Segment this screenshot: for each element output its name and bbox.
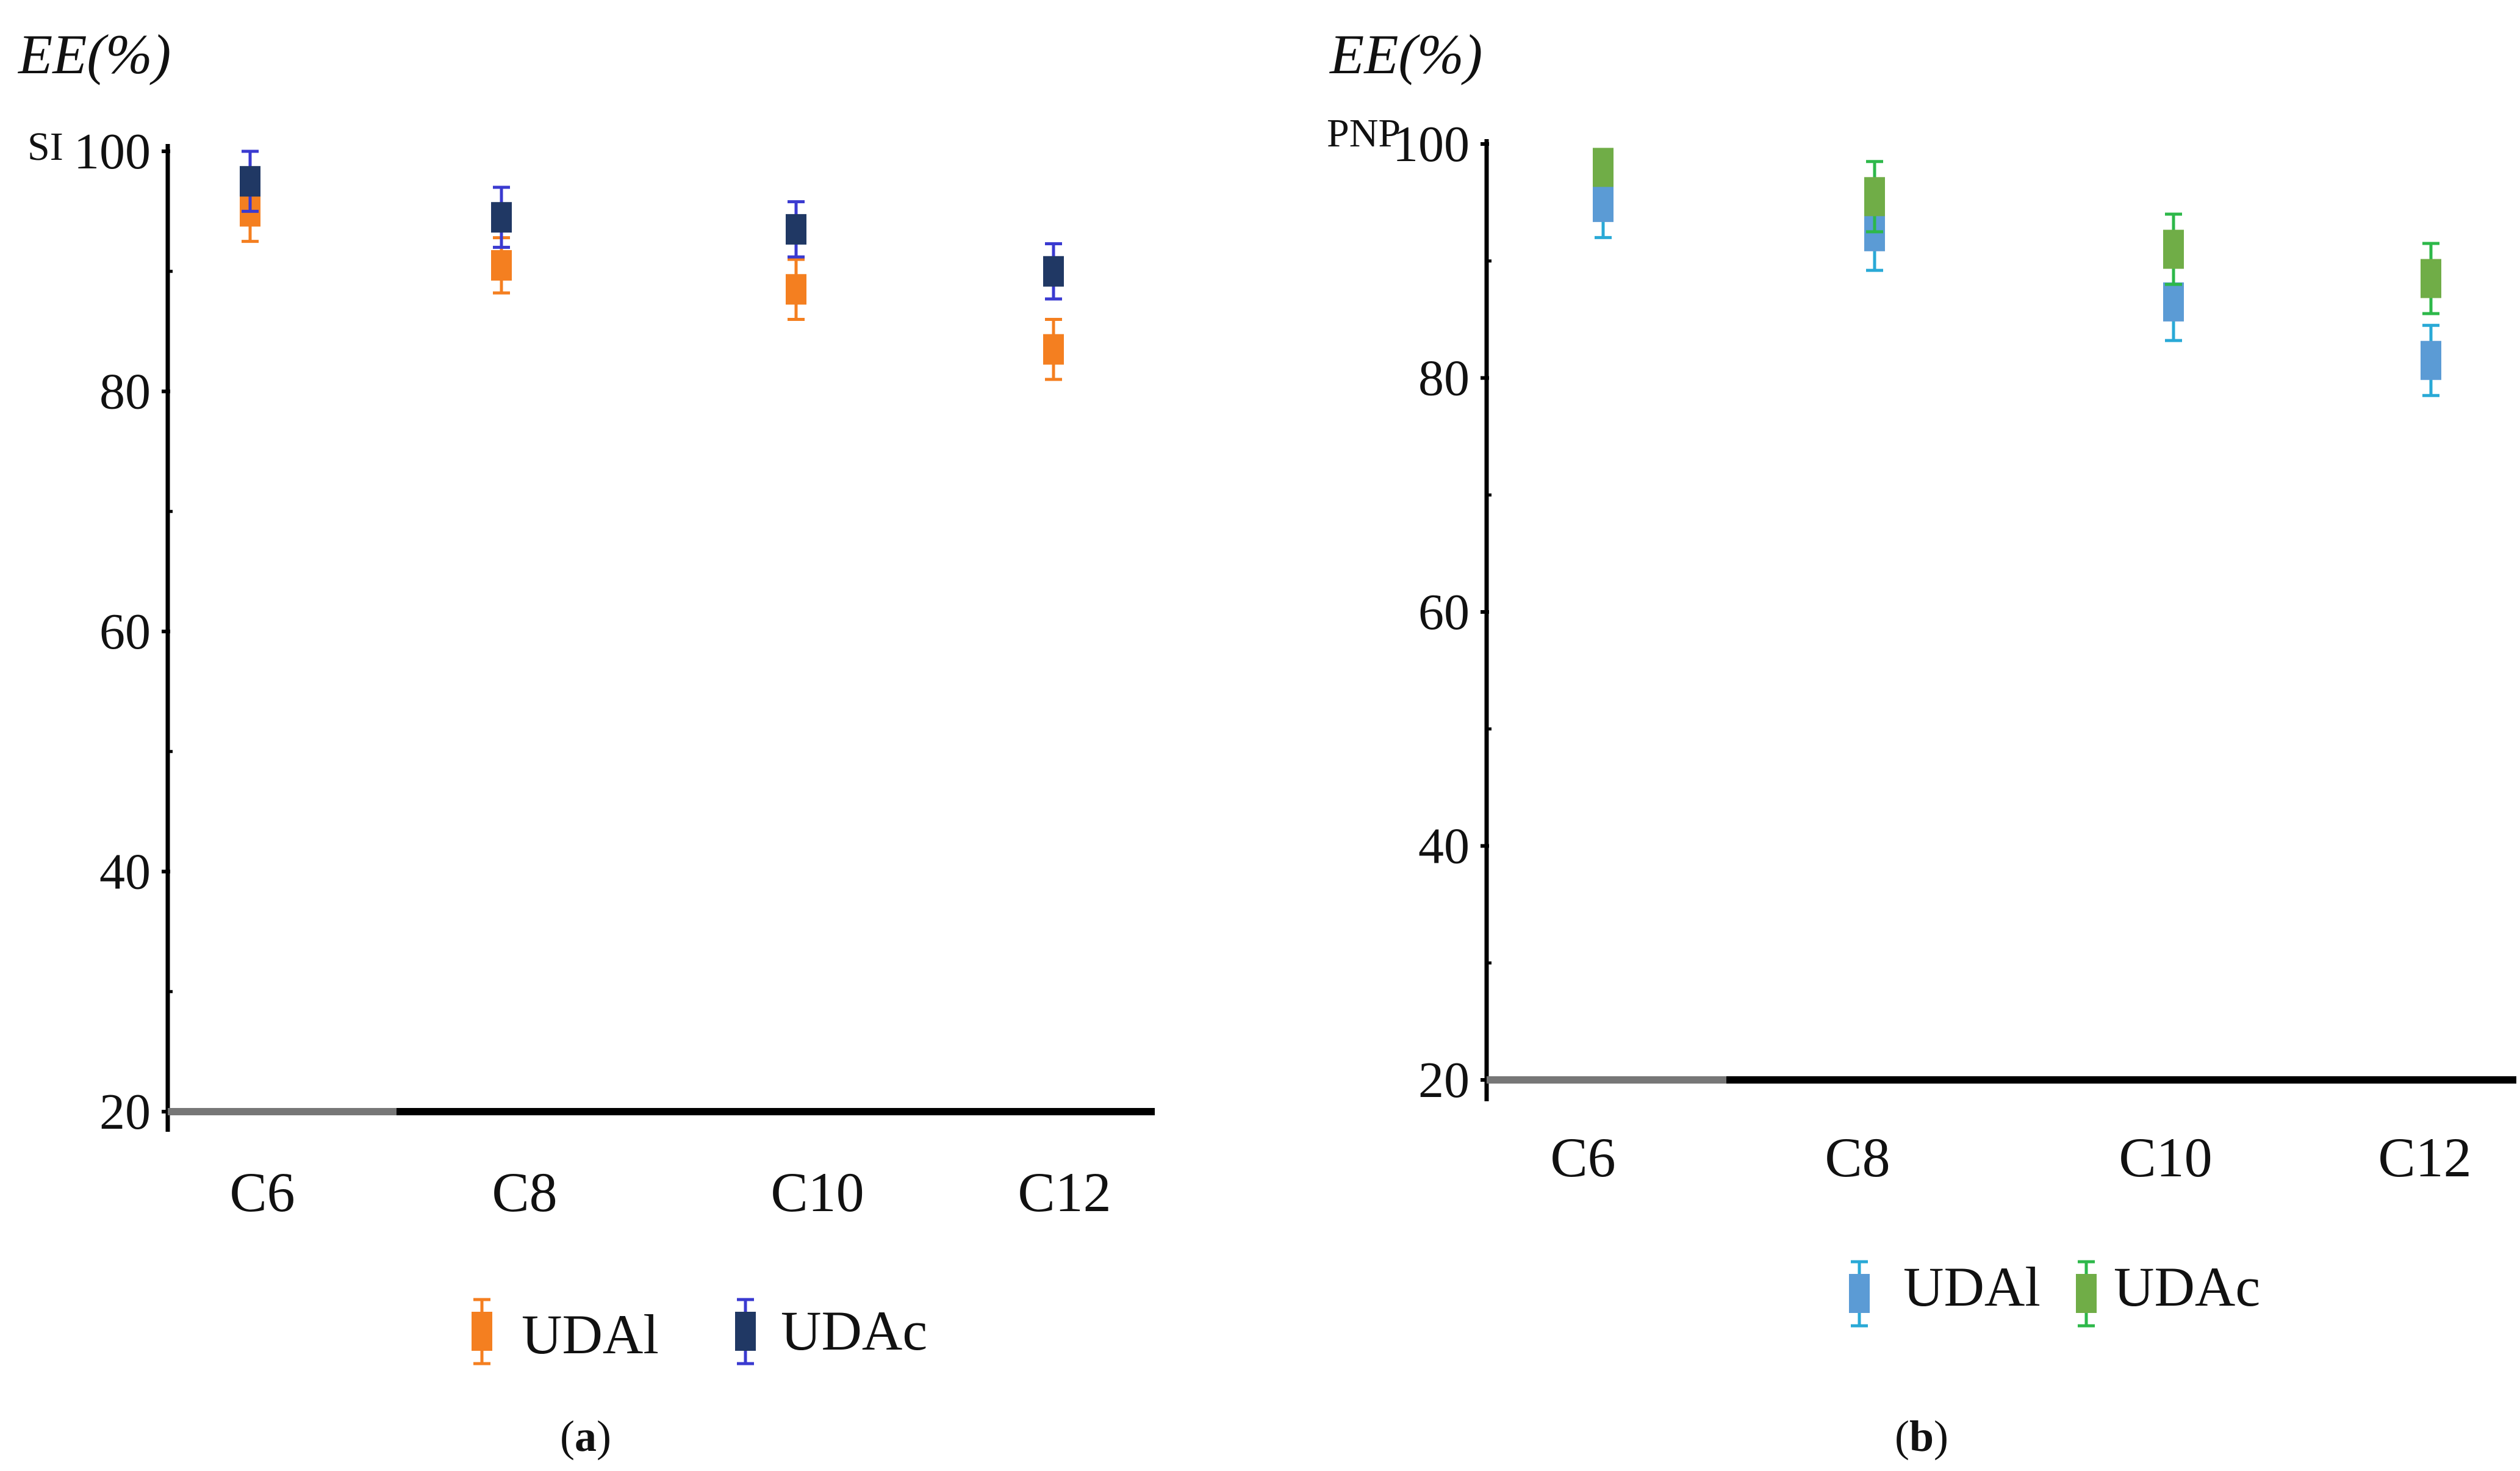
panel-b-x-categories: C6 C8 C10 C12 <box>1550 1126 2471 1189</box>
panel-b-cat-c6: C6 <box>1550 1126 1615 1189</box>
data-marker <box>1593 148 1614 187</box>
y-tick-label: 80 <box>1418 350 1470 407</box>
panel-a: EE(%) SI 20 40 60 80 100 C6 C8 C10 C12 UDAl … <box>17 23 1155 1461</box>
data-point-udal-c10 <box>786 257 806 321</box>
panel-b-label: (b) <box>1895 1412 1948 1461</box>
y-tick-label: 40 <box>1418 818 1470 875</box>
panel-a-legend-udal: UDAl <box>522 1303 659 1365</box>
data-point-udal-c12 <box>2421 323 2441 397</box>
data-marker <box>2421 340 2441 380</box>
data-point-udac-c8 <box>491 185 512 249</box>
data-marker <box>2163 282 2184 322</box>
legend-swatch <box>735 1312 756 1351</box>
panel-a-ylabel: EE(%) <box>17 23 171 85</box>
panel-a-legend: UDAl UDAc <box>472 1298 927 1365</box>
panel-b-points <box>1593 148 2441 397</box>
panel-b-legend-udac-marker <box>2076 1260 2097 1328</box>
data-marker <box>786 274 806 305</box>
panel-b-cat-c8: C8 <box>1825 1126 1890 1189</box>
y-tick-label: 40 <box>99 844 151 901</box>
panel-b: EE(%) PNP 20 40 60 80 100 C6 C8 C10 C12 UDAl… <box>1327 23 2516 1461</box>
data-marker <box>491 202 512 233</box>
data-point-udac-c6 <box>240 149 260 213</box>
panel-b-series-label: PNP <box>1327 111 1401 156</box>
panel-b-cat-c10: C10 <box>2119 1126 2212 1189</box>
data-marker <box>491 250 512 281</box>
data-point-udac-c12 <box>1043 242 1064 301</box>
panel-a-cat-c12: C12 <box>1018 1161 1111 1223</box>
panel-a-cat-c8: C8 <box>492 1161 557 1223</box>
panel-b-ylabel: EE(%) <box>1329 23 1482 85</box>
panel-a-x-categories: C6 C8 C10 C12 <box>229 1161 1111 1223</box>
y-tick-label: 80 <box>99 364 151 420</box>
panel-a-legend-udal-marker <box>472 1298 492 1365</box>
panel-b-legend-udal-marker <box>1849 1260 1870 1328</box>
y-tick-label: 100 <box>74 123 151 180</box>
data-point-udal-c12 <box>1043 317 1064 381</box>
panel-b-y-ticks: 20 40 60 80 100 <box>1393 116 1492 1109</box>
panel-a-cat-c6: C6 <box>229 1161 295 1223</box>
data-marker <box>2163 229 2184 269</box>
data-point-udac-c8 <box>1864 160 1885 234</box>
y-tick-label: 60 <box>99 603 151 660</box>
data-point-udac-c12 <box>2421 242 2441 315</box>
y-tick-label: 100 <box>1393 116 1470 173</box>
data-marker <box>786 214 806 245</box>
panel-a-label: (a) <box>560 1412 611 1461</box>
y-tick-label: 60 <box>1418 584 1470 641</box>
data-marker <box>240 166 260 197</box>
legend-swatch <box>1849 1274 1870 1313</box>
panel-a-legend-udac: UDAc <box>781 1300 927 1362</box>
panel-b-cat-c12: C12 <box>2378 1126 2471 1189</box>
data-marker <box>1043 256 1064 287</box>
data-point-udac-c10 <box>2163 212 2184 286</box>
panel-a-cat-c10: C10 <box>770 1161 864 1223</box>
data-marker <box>1593 182 1614 222</box>
data-point-udac-c6 <box>1593 148 1614 187</box>
data-marker <box>1864 177 1885 217</box>
panel-b-legend-udac: UDAc <box>2114 1256 2260 1318</box>
panel-a-points <box>240 149 1064 381</box>
legend-swatch <box>2076 1274 2097 1313</box>
data-point-udac-c10 <box>786 200 806 259</box>
legend-swatch <box>472 1312 492 1351</box>
panel-a-y-ticks: 20 40 60 80 100 <box>74 123 173 1140</box>
y-tick-label: 20 <box>99 1084 151 1140</box>
y-tick-label: 20 <box>1418 1052 1470 1109</box>
panel-a-legend-udac-marker <box>735 1298 756 1365</box>
panel-a-series-label: SI <box>27 124 63 169</box>
data-marker <box>1043 334 1064 365</box>
panel-b-legend-udal: UDAl <box>1903 1256 2041 1318</box>
panel-b-legend: UDAl UDAc <box>1849 1256 2260 1328</box>
data-marker <box>2421 259 2441 298</box>
